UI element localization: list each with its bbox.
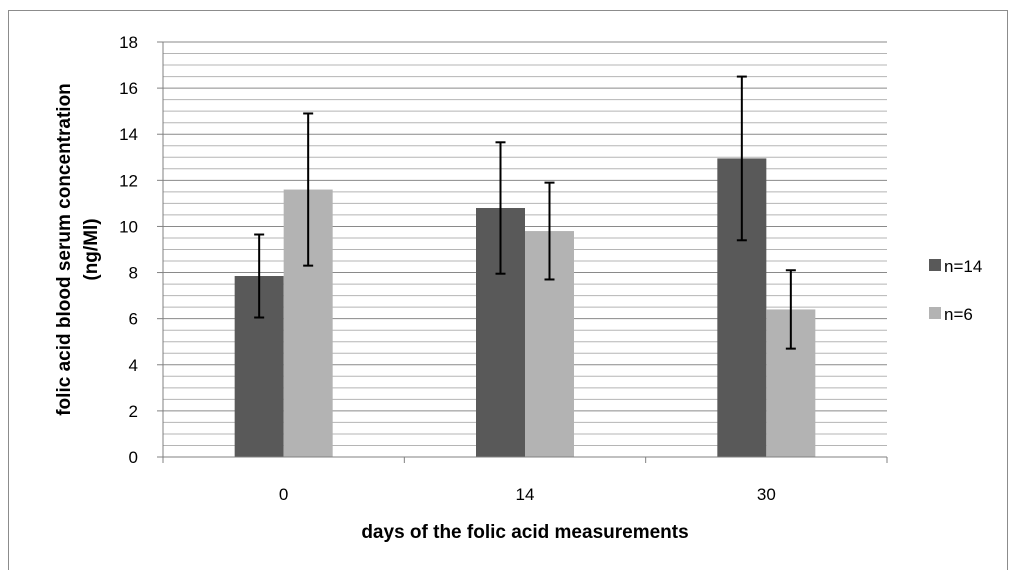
legend-label: n=6 — [944, 305, 973, 324]
y-axis-title: folic acid blood serum concentration (ng… — [54, 83, 102, 416]
x-axis-title: days of the folic acid measurements — [361, 522, 688, 543]
x-tick-label: 14 — [516, 485, 535, 504]
y-tick-label: 6 — [129, 310, 138, 329]
legend-swatch — [929, 259, 941, 271]
y-tick-label: 0 — [129, 448, 138, 467]
y-tick-label: 10 — [119, 217, 138, 236]
y-axis-title-line-1: folic acid blood serum concentration — [54, 83, 75, 416]
y-tick-label: 18 — [119, 33, 138, 52]
y-axis-title-line-2: (ng/Ml) — [81, 218, 102, 280]
x-tick-label: 0 — [279, 485, 288, 504]
y-tick-label: 12 — [119, 171, 138, 190]
x-tick-label: 30 — [757, 485, 776, 504]
y-tick-label: 8 — [129, 264, 138, 283]
x-axis-ticks: 0 14 30 — [162, 457, 888, 504]
y-tick-label: 16 — [119, 79, 138, 98]
y-tick-label: 4 — [129, 356, 138, 375]
legend-label: n=14 — [944, 257, 982, 276]
legend-swatch — [929, 307, 941, 319]
error-bars — [254, 75, 796, 350]
legend: n=14 n=6 — [929, 257, 982, 324]
chart-frame — [8, 10, 1008, 570]
y-tick-label: 2 — [129, 402, 138, 421]
y-axis-ticks: 0 2 4 6 8 10 12 14 16 18 — [119, 33, 163, 467]
y-tick-label: 14 — [119, 125, 138, 144]
